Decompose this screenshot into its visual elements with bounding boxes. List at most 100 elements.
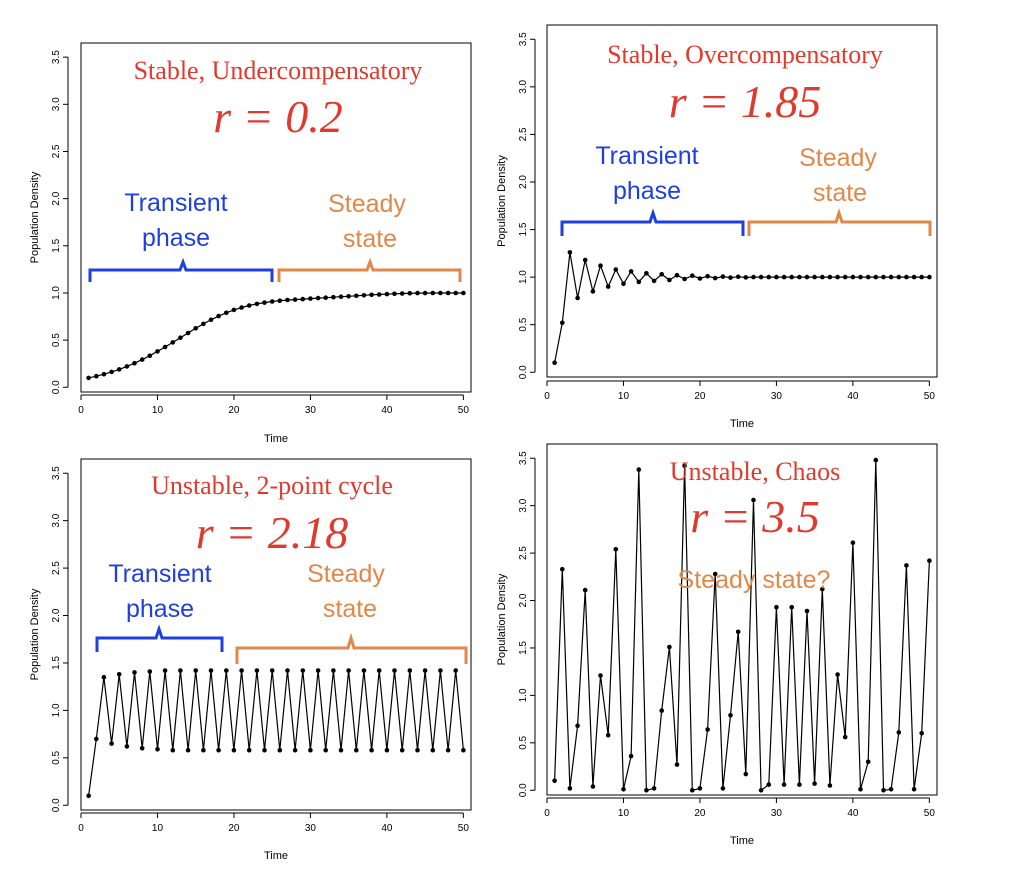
x-tick-label: 50 xyxy=(458,405,470,416)
data-point xyxy=(720,274,726,279)
series-layer xyxy=(86,668,466,799)
data-point xyxy=(277,747,283,753)
data-point xyxy=(850,540,856,545)
data-point xyxy=(453,290,459,296)
data-point xyxy=(155,349,160,354)
data-point xyxy=(323,747,329,753)
axes: 0 10 20 30 40 50 0.0 0.5 1.0 1.5 2.0 2.5 3.0 3.5 Time P… xyxy=(496,451,935,847)
data-point xyxy=(621,281,626,287)
y-tick-label: 0.0 xyxy=(518,365,529,379)
data-point xyxy=(116,367,122,372)
data-point xyxy=(896,274,902,280)
data-point xyxy=(567,250,573,255)
data-point xyxy=(644,271,649,276)
data-point xyxy=(582,257,588,263)
data-point xyxy=(644,788,649,793)
data-point xyxy=(86,375,91,381)
y-tick-label: 2.5 xyxy=(518,127,529,141)
data-point xyxy=(216,747,221,753)
data-point xyxy=(797,782,802,787)
y-tick-label: 0.0 xyxy=(51,798,62,812)
data-point xyxy=(354,293,359,299)
data-point xyxy=(804,608,810,614)
series-line xyxy=(88,292,464,379)
x-tick-label: 40 xyxy=(847,391,859,402)
data-point xyxy=(728,713,733,718)
series-line xyxy=(88,670,464,796)
data-point xyxy=(904,274,909,280)
y-tick-label: 2.0 xyxy=(51,608,62,622)
x-tick-label: 10 xyxy=(618,808,630,819)
axes: 0 10 20 30 40 50 0.0 0.5 1.0 1.5 2.0 2.5 3.0 3.5 Time P… xyxy=(29,466,469,862)
steady-label-line1: Steady xyxy=(307,560,385,588)
data-point xyxy=(445,747,451,753)
data-point xyxy=(231,307,237,313)
y-tick-label: 3.0 xyxy=(51,513,62,527)
data-point xyxy=(605,284,611,289)
data-point xyxy=(636,467,642,472)
x-tick-label: 0 xyxy=(544,808,550,819)
x-tick-label: 30 xyxy=(305,405,317,416)
transient-bracket xyxy=(560,208,745,236)
data-point xyxy=(269,299,275,304)
data-point xyxy=(399,747,405,753)
steady-bracket xyxy=(747,208,932,236)
data-point xyxy=(858,787,863,792)
data-point xyxy=(124,744,130,749)
data-point xyxy=(308,747,313,753)
y-axis-label: Population Density xyxy=(496,573,508,665)
steady-label-line2: state xyxy=(343,225,397,253)
y-tick-label: 2.5 xyxy=(51,561,62,575)
data-point xyxy=(415,290,420,296)
x-tick-label: 30 xyxy=(771,808,783,819)
data-point xyxy=(438,668,443,673)
y-tick-label: 1.0 xyxy=(51,286,62,300)
data-point xyxy=(575,723,580,728)
data-point xyxy=(178,668,183,673)
data-point xyxy=(927,274,932,280)
x-tick-label: 40 xyxy=(847,808,859,819)
data-point xyxy=(751,497,756,503)
data-point xyxy=(384,747,390,753)
y-tick-label: 3.5 xyxy=(518,32,529,46)
y-tick-label: 2.0 xyxy=(51,191,62,205)
x-tick-label: 0 xyxy=(544,391,550,402)
data-point xyxy=(170,747,176,753)
data-point xyxy=(858,274,863,280)
data-point xyxy=(277,298,283,304)
data-point xyxy=(667,644,672,650)
plot-frame xyxy=(546,24,938,378)
x-tick-label: 40 xyxy=(381,823,393,834)
data-point xyxy=(674,762,680,767)
data-point xyxy=(705,273,710,279)
y-tick-label: 0.5 xyxy=(51,333,62,347)
x-tick-label: 50 xyxy=(924,808,936,819)
data-point xyxy=(712,571,718,577)
data-point xyxy=(674,272,680,278)
y-tick-label: 2.5 xyxy=(51,144,62,158)
data-point xyxy=(109,369,114,375)
data-point xyxy=(919,731,924,736)
data-point xyxy=(582,587,588,593)
data-point xyxy=(552,778,557,784)
data-point xyxy=(331,294,336,300)
data-point xyxy=(774,604,779,610)
data-point xyxy=(743,275,749,280)
data-point xyxy=(254,301,260,307)
y-tick-label: 1.0 xyxy=(518,270,529,284)
series-line xyxy=(554,252,930,363)
data-point xyxy=(323,295,329,301)
x-tick-label: 20 xyxy=(228,823,240,834)
data-point xyxy=(262,300,267,305)
steady-label-line1: Steady xyxy=(799,144,877,172)
data-point xyxy=(682,463,687,469)
data-point xyxy=(331,668,336,673)
data-point xyxy=(636,279,642,285)
data-point xyxy=(560,320,565,326)
transient-bracket xyxy=(88,257,274,282)
y-tick-label: 3.5 xyxy=(518,451,529,465)
data-point xyxy=(430,747,436,753)
data-point xyxy=(881,788,886,793)
data-point xyxy=(384,291,390,297)
data-point xyxy=(720,786,726,791)
